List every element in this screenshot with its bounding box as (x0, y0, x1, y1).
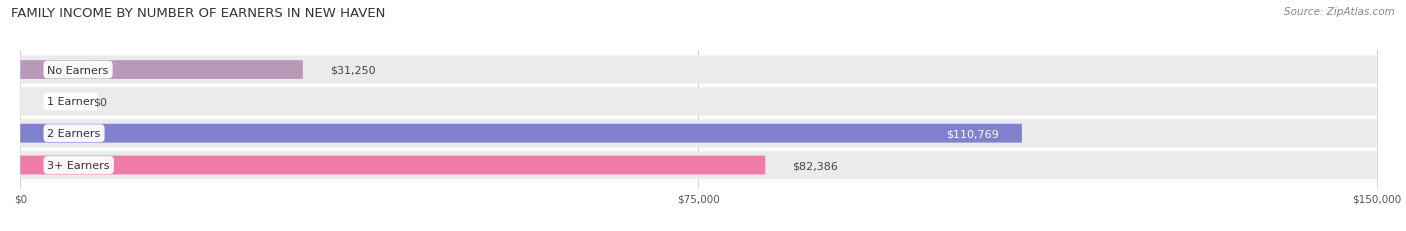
Text: 3+ Earners: 3+ Earners (48, 160, 110, 170)
Text: 2 Earners: 2 Earners (48, 129, 101, 139)
Text: $0: $0 (93, 97, 107, 107)
Text: $31,250: $31,250 (330, 65, 375, 75)
Text: $110,769: $110,769 (946, 129, 1000, 139)
FancyBboxPatch shape (20, 56, 1376, 84)
Text: $82,386: $82,386 (793, 160, 838, 170)
FancyBboxPatch shape (20, 151, 1376, 179)
FancyBboxPatch shape (20, 156, 765, 175)
Text: No Earners: No Earners (48, 65, 108, 75)
Text: FAMILY INCOME BY NUMBER OF EARNERS IN NEW HAVEN: FAMILY INCOME BY NUMBER OF EARNERS IN NE… (11, 7, 385, 20)
FancyBboxPatch shape (20, 61, 302, 80)
Text: 1 Earner: 1 Earner (48, 97, 94, 107)
Text: Source: ZipAtlas.com: Source: ZipAtlas.com (1284, 7, 1395, 17)
FancyBboxPatch shape (20, 120, 1376, 148)
FancyBboxPatch shape (20, 88, 1376, 116)
FancyBboxPatch shape (20, 124, 1022, 143)
